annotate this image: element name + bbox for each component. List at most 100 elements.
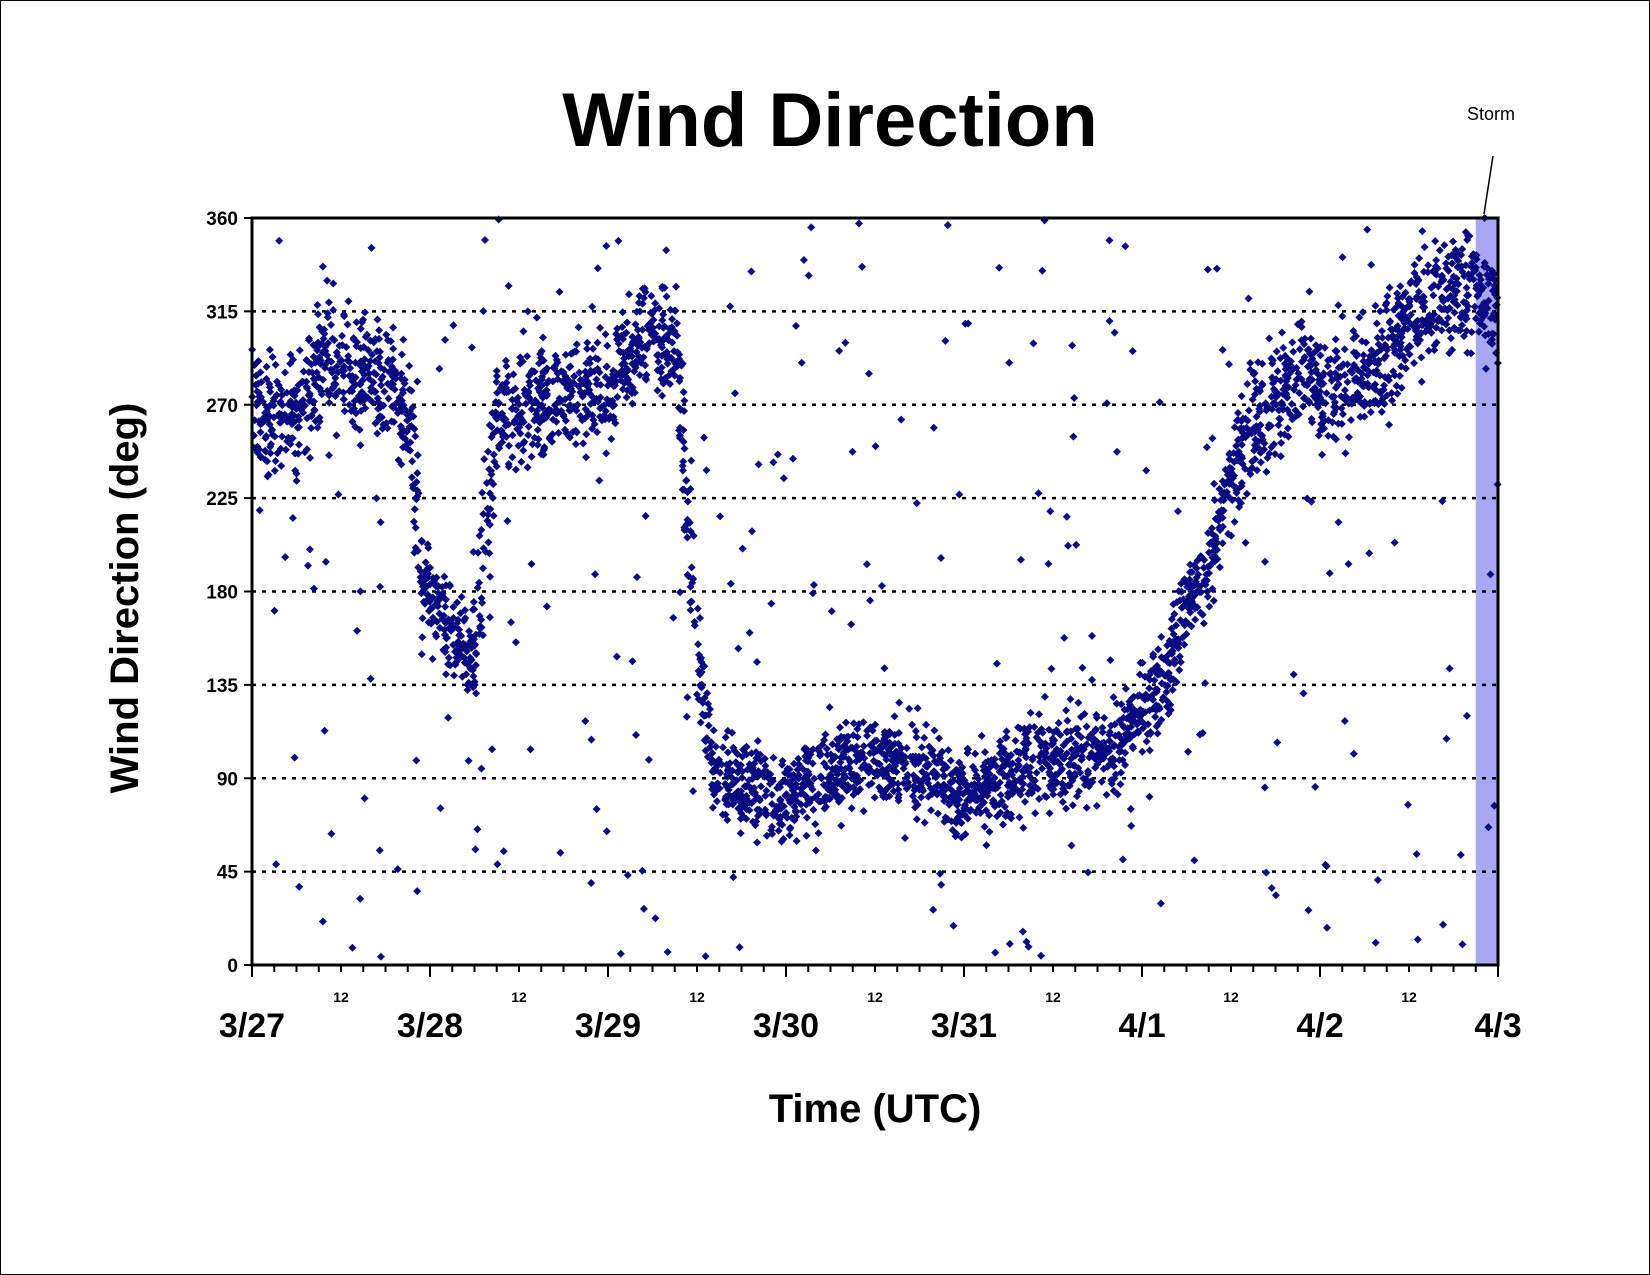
data-point	[439, 611, 448, 620]
data-point	[300, 448, 309, 457]
data-point	[1306, 356, 1315, 365]
data-point	[1377, 407, 1386, 416]
data-point	[1121, 684, 1130, 693]
data-point	[721, 733, 730, 742]
data-point	[622, 328, 631, 337]
data-point	[1448, 345, 1457, 354]
data-point	[1252, 412, 1261, 421]
data-point	[849, 719, 858, 728]
data-point	[673, 319, 681, 328]
data-point	[800, 744, 809, 753]
data-point	[1082, 740, 1091, 749]
data-point	[921, 772, 930, 781]
data-point	[1246, 359, 1255, 367]
data-point	[1250, 441, 1259, 450]
data-point	[1021, 797, 1029, 806]
data-point	[1275, 414, 1284, 423]
data-point	[761, 808, 770, 817]
data-point	[628, 657, 637, 666]
data-point	[1373, 876, 1382, 884]
data-point	[835, 346, 844, 355]
data-point	[1174, 587, 1183, 596]
data-point	[515, 423, 524, 432]
data-point	[1049, 790, 1058, 799]
data-point	[508, 395, 517, 404]
data-point	[1151, 685, 1160, 694]
data-point	[769, 753, 778, 762]
data-point	[1156, 899, 1165, 908]
data-point	[1280, 430, 1289, 439]
data-point	[376, 518, 385, 527]
data-point	[314, 310, 323, 319]
data-point	[679, 437, 688, 446]
data-point	[1398, 292, 1407, 301]
data-point	[997, 797, 1006, 806]
data-point	[1324, 431, 1333, 440]
data-point	[1111, 731, 1120, 740]
data-point	[444, 660, 453, 669]
data-point	[912, 733, 921, 742]
data-point	[701, 746, 710, 755]
data-point	[1411, 325, 1420, 334]
data-point	[1430, 346, 1439, 355]
data-point	[1029, 339, 1038, 348]
data-point	[372, 370, 381, 379]
data-point	[1472, 251, 1481, 260]
data-point	[519, 446, 528, 455]
data-point	[1241, 538, 1250, 547]
data-point	[1390, 538, 1399, 547]
data-point	[592, 380, 601, 389]
data-point	[671, 306, 680, 315]
data-point	[540, 411, 548, 420]
data-point	[554, 429, 563, 437]
data-point	[1258, 431, 1267, 440]
data-point	[539, 333, 547, 342]
data-point	[690, 621, 699, 630]
data-point	[1096, 747, 1105, 756]
data-point	[635, 371, 644, 380]
data-point	[526, 745, 535, 754]
data-point	[997, 768, 1006, 777]
data-point	[728, 800, 737, 809]
data-point	[680, 444, 689, 453]
data-point	[1040, 692, 1049, 701]
data-point	[686, 582, 695, 591]
data-point	[668, 315, 677, 324]
data-point	[610, 401, 619, 410]
data-point	[1343, 378, 1352, 386]
data-point	[1138, 658, 1147, 667]
data-point	[252, 446, 261, 455]
data-point	[1431, 237, 1440, 246]
data-point	[351, 358, 360, 367]
data-point	[461, 614, 470, 623]
data-point	[295, 440, 303, 449]
data-point	[294, 412, 303, 421]
data-point	[339, 395, 348, 404]
data-point	[375, 846, 384, 855]
data-point	[454, 655, 463, 664]
data-point	[270, 432, 279, 441]
data-point	[1323, 923, 1331, 932]
data-point	[697, 680, 706, 689]
data-point	[321, 557, 330, 566]
data-point	[1106, 656, 1115, 665]
data-point	[747, 267, 756, 276]
data-point	[258, 418, 267, 427]
data-point	[721, 796, 730, 804]
data-point	[630, 388, 639, 397]
data-point	[1453, 263, 1462, 271]
data-point	[1084, 868, 1093, 877]
data-point	[1365, 549, 1374, 558]
data-point	[837, 764, 846, 773]
x-tick-label: 3/29	[575, 1007, 641, 1045]
data-point	[440, 646, 448, 655]
data-point	[1163, 641, 1172, 650]
data-point	[428, 655, 437, 663]
data-point	[596, 323, 605, 332]
data-point	[1421, 319, 1430, 328]
data-point	[486, 572, 495, 581]
data-point	[539, 356, 548, 365]
data-point	[564, 432, 573, 441]
data-point	[1060, 633, 1069, 642]
data-point	[432, 599, 441, 608]
